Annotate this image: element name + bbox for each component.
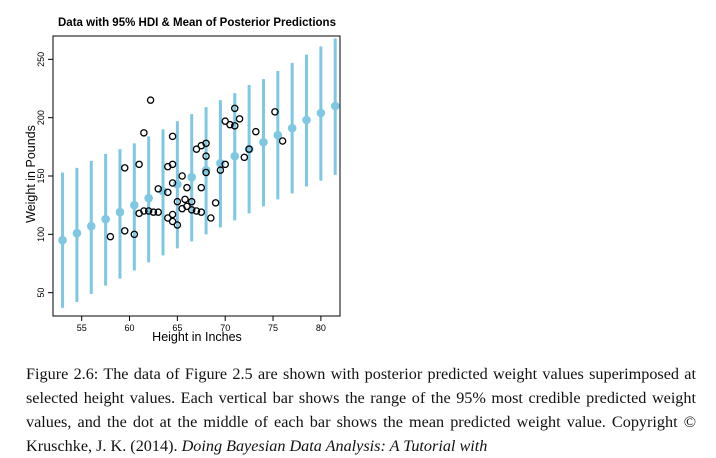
data-point xyxy=(135,160,143,169)
data-point xyxy=(278,137,287,145)
y-tick-label: 150 xyxy=(36,168,46,183)
chart-title: Data with 95% HDI & Mean of Posterior Pr… xyxy=(58,17,336,29)
data-point xyxy=(168,160,177,169)
data-point xyxy=(187,197,196,206)
data-point xyxy=(192,145,201,153)
data-point xyxy=(271,108,279,116)
data-point xyxy=(130,230,139,239)
y-tick-label: 50 xyxy=(36,288,46,298)
data-point xyxy=(235,115,244,123)
data-point xyxy=(178,172,186,180)
data-point xyxy=(183,202,191,211)
mean-dot xyxy=(130,200,139,210)
data-point xyxy=(216,166,225,174)
y-axis-label: Weight in Pounds xyxy=(24,125,38,223)
data-point xyxy=(154,208,162,216)
data-point xyxy=(252,127,260,136)
data-point xyxy=(202,152,210,160)
data-point xyxy=(168,217,177,226)
data-point xyxy=(121,164,129,172)
data-point xyxy=(121,227,129,235)
data-point xyxy=(181,195,189,204)
x-tick-label: 80 xyxy=(316,323,326,333)
data-point xyxy=(192,207,201,215)
mean-dot xyxy=(287,123,297,133)
data-point xyxy=(154,185,162,193)
x-axis-label: Height in Inches xyxy=(152,330,242,344)
data-point xyxy=(211,199,220,207)
mean-dot xyxy=(144,193,153,203)
data-point xyxy=(231,104,239,113)
data-point xyxy=(173,221,182,229)
data-point xyxy=(168,210,177,219)
data-point xyxy=(197,183,206,192)
caption-text: Figure 2.6: The data of Figure 2.5 are s… xyxy=(26,365,696,455)
mean-dot xyxy=(201,165,211,175)
caption-book-title: Doing Bayesian Data Analysis: A Tutorial… xyxy=(181,437,488,455)
x-tick-label: 55 xyxy=(77,323,87,333)
plot-area: 55 60 65 70 75 80 50 100 150 200 250 xyxy=(36,35,341,333)
data-point xyxy=(226,120,234,129)
data-point xyxy=(221,160,229,169)
data-point xyxy=(197,141,206,150)
mean-dot xyxy=(259,137,268,147)
data-point xyxy=(144,207,153,215)
data-point xyxy=(168,179,177,187)
data-point xyxy=(197,208,206,216)
data-point xyxy=(207,214,215,222)
mean-dot xyxy=(230,151,240,161)
mean-dot xyxy=(273,130,283,140)
scatter-chart: Data with 95% HDI & Mean of Posterior Pr… xyxy=(24,17,341,344)
mean-dot xyxy=(187,172,197,182)
mean-dot xyxy=(72,228,82,238)
data-point xyxy=(168,132,177,141)
data-point xyxy=(164,188,172,197)
data-point xyxy=(183,183,191,192)
x-tick-label: 60 xyxy=(125,323,135,333)
x-tick-label: 70 xyxy=(220,323,230,333)
y-tick-label: 100 xyxy=(36,227,46,242)
data-point xyxy=(106,232,115,241)
data-point xyxy=(187,206,196,214)
data-point xyxy=(164,214,172,222)
mean-dot xyxy=(101,214,110,224)
data-point xyxy=(245,145,253,153)
x-tick-label: 75 xyxy=(268,323,278,333)
data-point xyxy=(146,96,155,104)
x-tick-label: 65 xyxy=(172,323,182,333)
mean-dot xyxy=(58,235,67,245)
data-point xyxy=(149,208,158,216)
mean-dot xyxy=(86,221,96,231)
figure-caption: Figure 2.6: The data of Figure 2.5 are s… xyxy=(26,362,696,458)
mean-dot xyxy=(302,115,311,125)
data-point xyxy=(240,153,249,162)
data-point xyxy=(140,129,148,137)
y-tick-label: 200 xyxy=(36,110,46,125)
data-point xyxy=(173,197,182,206)
mean-dot xyxy=(330,101,340,111)
mean-dot xyxy=(115,207,125,217)
data-point xyxy=(140,207,148,215)
y-tick-label: 250 xyxy=(36,52,46,67)
mean-dot xyxy=(316,108,326,118)
data-point xyxy=(231,122,239,130)
plot-frame xyxy=(52,35,341,317)
data-point xyxy=(202,168,210,177)
data-point xyxy=(221,117,229,125)
